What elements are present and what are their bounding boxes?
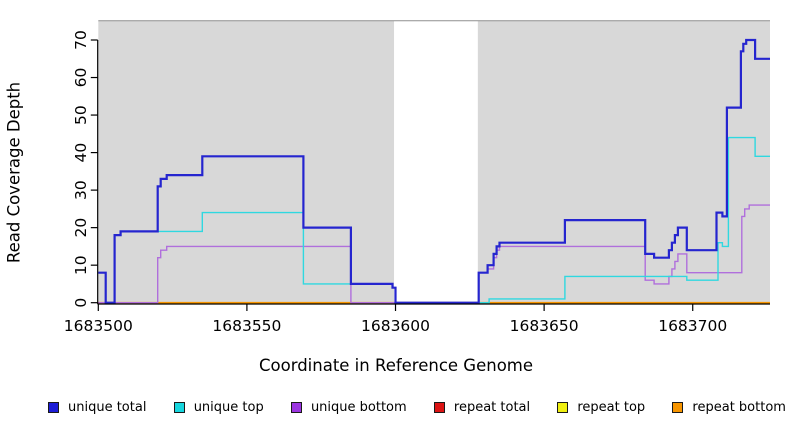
x-tick-label: 1683500	[64, 317, 133, 335]
legend-item-repeat-total: repeat total	[433, 400, 531, 415]
y-tick-label: 0	[72, 298, 90, 308]
y-tick-label: 30	[72, 180, 90, 200]
x-tick-label: 1683600	[361, 317, 430, 335]
legend-swatch-repeat-bottom	[672, 402, 684, 413]
legend-swatch-unique-top	[173, 402, 185, 413]
x-tick-label: 1683700	[658, 317, 727, 335]
legend-label: unique bottom	[310, 400, 407, 415]
legend: unique total unique top unique bottom repea…	[48, 400, 786, 415]
panel-left	[98, 20, 395, 304]
legend-label: repeat bottom	[692, 400, 786, 415]
series-unique-total	[98, 38, 770, 304]
legend-swatch-unique-total	[48, 402, 59, 413]
legend-item-repeat-top: repeat top	[557, 400, 645, 415]
legend-label: unique top	[193, 400, 264, 415]
legend-label: repeat total	[453, 400, 531, 415]
legend-item-unique-bottom: unique bottom	[290, 400, 407, 415]
panel-right	[477, 20, 770, 304]
y-tick-label: 60	[72, 68, 90, 88]
legend-swatch-repeat-total	[433, 402, 445, 413]
y-tick-label: 10	[72, 255, 90, 275]
legend-item-unique-total: unique total	[48, 400, 146, 415]
legend-label: repeat top	[577, 400, 646, 415]
y-axis-title: Read Coverage Depth	[4, 81, 24, 264]
legend-swatch-repeat-top	[557, 402, 569, 413]
legend-item-repeat-bottom: repeat bottom	[672, 400, 786, 415]
y-tick-label: 40	[72, 143, 90, 163]
legend-swatch-unique-bottom	[290, 402, 302, 413]
x-tick-label: 1683550	[212, 317, 281, 335]
legend-label: unique total	[68, 400, 147, 415]
y-tick-label: 50	[72, 105, 90, 125]
x-axis-title: Coordinate in Reference Genome	[258, 356, 534, 375]
y-tick-label: 20	[72, 218, 90, 238]
x-tick-label: 1683650	[510, 317, 579, 335]
legend-item-unique-top: unique top	[173, 400, 264, 415]
y-tick-label: 70	[72, 30, 90, 50]
series-unique-bottom	[98, 204, 770, 304]
